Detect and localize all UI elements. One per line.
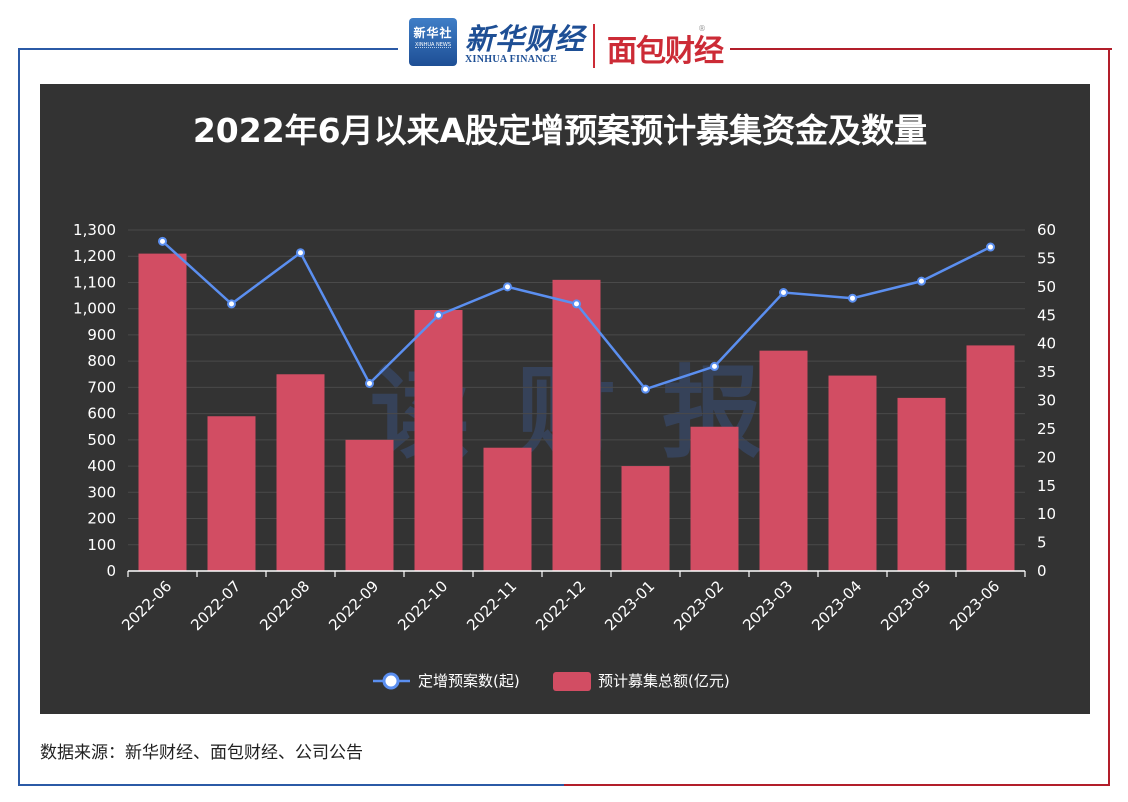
- frame-bottom-line: [18, 784, 1110, 786]
- frame-left-line: [18, 48, 20, 786]
- x-axis-tick-label: 2023-06: [946, 577, 1003, 634]
- xinhua-finance-logo-en: XINHUA FINANCE: [465, 54, 558, 65]
- line-point: [434, 310, 443, 320]
- frame-top-left-line: [18, 48, 398, 50]
- mianbao-finance-logo: 面包财经: [607, 34, 724, 69]
- bar: [759, 350, 808, 571]
- left-axis-tick-label: 1,100: [73, 273, 116, 291]
- legend: 定增预案数(起) 预计募集总额(亿元): [373, 672, 730, 691]
- line-point: [365, 378, 374, 388]
- line-point: [848, 293, 857, 303]
- right-axis-tick-label: 60: [1037, 221, 1056, 239]
- bar: [207, 416, 256, 571]
- x-axis-tick-label: 2022-06: [118, 577, 175, 634]
- chart-title: 2022年6月以来A股定增预案预计募集资金及数量: [193, 111, 927, 150]
- left-axis-tick-label: 300: [87, 483, 116, 501]
- left-axis-tick-label: 600: [87, 405, 116, 423]
- bar: [345, 439, 394, 571]
- header-logos: 新华社 XINHUA NEWS 新华财经 XINHUA FINANCE 面包财经…: [405, 14, 725, 70]
- chart-panel: 读财报 2022年6月以来A股定增预案预计募集资金及数量 01002003004…: [40, 84, 1090, 714]
- x-axis-tick-label: 2023-05: [877, 577, 934, 634]
- chart-svg: 2022年6月以来A股定增预案预计募集资金及数量 010020030040050…: [73, 111, 1056, 691]
- left-axis-tick-label: 800: [87, 352, 116, 370]
- left-axis-tick-label: 200: [87, 510, 116, 528]
- bar: [552, 279, 601, 571]
- bar: [276, 374, 325, 571]
- left-axis-tick-label: 1,200: [73, 247, 116, 265]
- left-axis-tick-label: 1,300: [73, 221, 116, 239]
- bar: [621, 466, 670, 571]
- right-axis-tick-label: 40: [1037, 335, 1056, 353]
- left-axis-tick-label: 1,000: [73, 300, 116, 318]
- x-axis-tick-label: 2022-11: [463, 577, 520, 634]
- right-axis-tick-label: 15: [1037, 477, 1056, 495]
- right-axis-tick-label: 25: [1037, 420, 1056, 438]
- frame-top-right-line: [730, 48, 1112, 50]
- logo-divider: [593, 24, 595, 68]
- line-point: [296, 248, 305, 258]
- legend-bar-marker: [553, 672, 591, 691]
- bar-series: [138, 253, 1015, 571]
- x-axis-tick-label: 2023-02: [670, 577, 727, 634]
- xinhua-badge-decoration: [415, 47, 451, 60]
- x-axis-tick-label: 2023-04: [808, 577, 865, 634]
- bar: [897, 397, 946, 571]
- line-point: [158, 236, 167, 246]
- line-point: [227, 299, 236, 309]
- left-axis-tick-label: 700: [87, 378, 116, 396]
- right-axis-tick-label: 50: [1037, 278, 1056, 296]
- bar: [966, 345, 1015, 571]
- bar: [690, 426, 739, 571]
- line-series: [158, 236, 995, 394]
- frame-right-line: [1108, 48, 1110, 786]
- line-point: [572, 299, 581, 309]
- left-axis-tick-label: 500: [87, 431, 116, 449]
- x-axis-tick-label: 2022-10: [394, 577, 451, 634]
- left-axis-tick-label: 900: [87, 326, 116, 344]
- left-axis-tick-label: 100: [87, 536, 116, 554]
- xinhua-badge-subtext: XINHUA NEWS: [414, 42, 452, 48]
- line-point: [986, 242, 995, 252]
- xinhua-finance-logo-cn: 新华财经: [465, 22, 586, 56]
- legend-label-line: 定增预案数(起): [418, 672, 520, 690]
- line-point: [779, 288, 788, 298]
- line-point: [917, 276, 926, 286]
- line-point: [641, 384, 650, 394]
- right-axis-tick-label: 0: [1037, 562, 1047, 580]
- legend-label-bar: 预计募集总额(亿元): [598, 672, 730, 690]
- registered-mark: ®: [698, 24, 706, 33]
- left-axis-tick-label: 0: [106, 562, 116, 580]
- line-point: [503, 282, 512, 292]
- x-axis-tick-label: 2022-08: [256, 577, 313, 634]
- right-axis-tick-label: 30: [1037, 392, 1056, 410]
- x-axis-tick-label: 2023-03: [739, 577, 796, 634]
- left-axis: 0 100 200 300 400 500 600 700 800 900 1,000 1,100 1,…: [73, 221, 116, 580]
- right-axis-tick-label: 45: [1037, 306, 1056, 324]
- line-point: [710, 361, 719, 371]
- right-axis-tick-label: 35: [1037, 363, 1056, 381]
- x-axis-tick-label: 2022-12: [532, 577, 589, 634]
- bar: [138, 253, 187, 571]
- bar: [483, 447, 532, 571]
- x-axis-tick-label: 2023-01: [601, 577, 658, 634]
- right-axis: 0 5 10 15 20 25 30 35 40 45 50 55 60: [1037, 221, 1056, 580]
- x-axis-tick-label: 2022-09: [325, 577, 382, 634]
- bar: [828, 375, 877, 571]
- right-axis-tick-label: 5: [1037, 534, 1047, 552]
- right-axis-tick-label: 10: [1037, 505, 1056, 523]
- xinhua-news-logo: 新华社 XINHUA NEWS: [409, 18, 457, 66]
- x-axis-tick-label: 2022-07: [187, 577, 244, 634]
- data-source-note: 数据来源：新华财经、面包财经、公司公告: [40, 743, 363, 763]
- right-axis-tick-label: 20: [1037, 448, 1056, 466]
- bar: [414, 310, 463, 571]
- right-axis-tick-label: 55: [1037, 249, 1056, 267]
- legend-point-marker: [382, 672, 400, 690]
- xinhua-badge-text: 新华社: [413, 26, 453, 40]
- left-axis-tick-label: 400: [87, 457, 116, 475]
- x-axis: 2022-06 2022-07 2022-08 2022-09 2022-10 2022-…: [118, 570, 1026, 634]
